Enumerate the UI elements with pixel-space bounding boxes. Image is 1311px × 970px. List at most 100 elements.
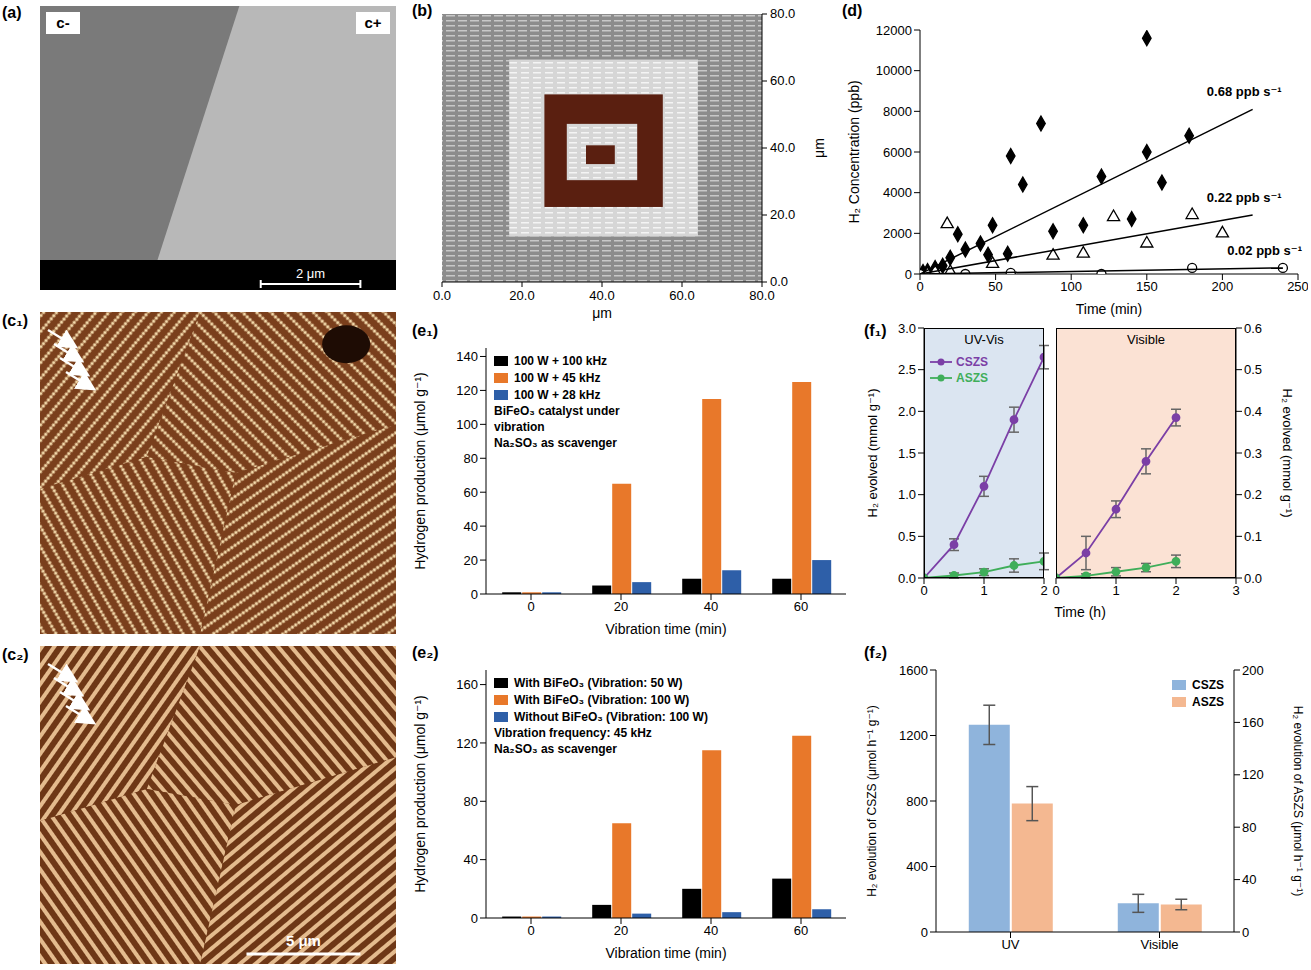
svg-text:250: 250 [1287,279,1308,294]
svg-text:Time (min): Time (min) [1076,301,1142,317]
svg-text:120: 120 [456,383,478,398]
svg-text:80.0: 80.0 [749,288,774,303]
svg-text:1.0: 1.0 [898,487,916,502]
svg-text:0.0: 0.0 [898,571,916,586]
svg-text:1: 1 [980,583,987,598]
svg-text:120: 120 [456,736,478,751]
svg-text:1600: 1600 [899,663,928,678]
svg-text:0.6: 0.6 [1244,321,1262,336]
svg-text:0.1: 0.1 [1244,529,1262,544]
svg-text:0: 0 [527,599,534,614]
svg-text:100: 100 [456,417,478,432]
svg-text:μm: μm [811,138,827,158]
svg-text:80: 80 [464,794,478,809]
svg-text:120: 120 [1242,767,1264,782]
svg-text:0.02 ppb s⁻¹: 0.02 ppb s⁻¹ [1227,243,1302,258]
svg-text:800: 800 [906,794,928,809]
svg-text:0: 0 [921,925,928,940]
svg-text:Visible: Visible [1140,937,1178,952]
svg-text:10000: 10000 [876,63,912,78]
svg-text:12000: 12000 [876,23,912,38]
svg-text:20: 20 [614,599,628,614]
svg-text:140: 140 [456,349,478,364]
svg-text:Hydrogen production (μmol g⁻¹): Hydrogen production (μmol g⁻¹) [412,372,428,570]
svg-text:0: 0 [527,923,534,938]
svg-text:1.5: 1.5 [898,446,916,461]
svg-text:Vibration time (min): Vibration time (min) [605,621,726,637]
svg-text:60.0: 60.0 [770,73,795,88]
svg-text:0.5: 0.5 [1244,362,1262,377]
svg-text:8000: 8000 [883,104,912,119]
svg-text:2.0: 2.0 [898,404,916,419]
svg-text:0: 0 [1052,583,1059,598]
svg-text:2000: 2000 [883,226,912,241]
svg-text:0.0: 0.0 [1244,571,1262,586]
svg-text:3: 3 [1232,583,1239,598]
svg-text:100: 100 [1060,279,1082,294]
svg-text:20: 20 [464,553,478,568]
svg-text:150: 150 [1136,279,1158,294]
svg-text:20.0: 20.0 [509,288,534,303]
svg-text:40: 40 [464,519,478,534]
svg-text:0.2: 0.2 [1244,487,1262,502]
html-text:(c₁): (c₁) [2,312,29,329]
svg-text:0.0: 0.0 [433,288,451,303]
svg-text:0.0: 0.0 [770,274,788,289]
svg-text:80: 80 [464,451,478,466]
svg-text:40.0: 40.0 [589,288,614,303]
svg-text:0: 0 [471,587,478,602]
svg-text:0.68 ppb s⁻¹: 0.68 ppb s⁻¹ [1207,84,1282,99]
svg-text:0: 0 [920,583,927,598]
html-text:BiFeO₃ catalyst under vibratio: BiFeO₃ catalyst under vibration [494,404,620,434]
svg-text:80.0: 80.0 [770,6,795,21]
svg-text:60: 60 [794,599,808,614]
svg-text:0: 0 [916,279,923,294]
svg-text:1: 1 [1112,583,1119,598]
svg-text:H₂ Concentration (ppb): H₂ Concentration (ppb) [846,80,862,223]
svg-text:3.0: 3.0 [898,321,916,336]
svg-text:5 μm: 5 μm [286,932,321,949]
svg-text:40: 40 [1242,872,1256,887]
svg-text:50: 50 [988,279,1002,294]
svg-text:μm: μm [592,305,612,321]
svg-text:2.5: 2.5 [898,362,916,377]
svg-text:H₂ evolved (mmol g⁻¹): H₂ evolved (mmol g⁻¹) [865,389,880,518]
svg-text:200: 200 [1212,279,1234,294]
svg-text:UV: UV [1001,937,1019,952]
svg-text:40: 40 [704,923,718,938]
svg-text:200: 200 [1242,663,1264,678]
svg-text:60.0: 60.0 [669,288,694,303]
svg-text:2 μm: 2 μm [296,266,325,281]
svg-text:4000: 4000 [883,185,912,200]
svg-text:1200: 1200 [899,728,928,743]
svg-text:20: 20 [614,923,628,938]
svg-text:80: 80 [1242,820,1256,835]
svg-text:Vibration time (min): Vibration time (min) [605,945,726,961]
svg-text:160: 160 [456,677,478,692]
svg-text:0: 0 [1242,925,1249,940]
svg-text:H₂ evolution of ASZS (μmol h⁻¹: H₂ evolution of ASZS (μmol h⁻¹ g⁻¹) [1291,706,1305,896]
svg-text:0.3: 0.3 [1244,446,1262,461]
svg-text:0.22 ppb s⁻¹: 0.22 ppb s⁻¹ [1207,190,1282,205]
svg-text:0.5: 0.5 [898,529,916,544]
svg-text:2: 2 [1172,583,1179,598]
html-text:(a): (a) [2,4,22,21]
svg-text:H₂ evolved (mmol g⁻¹): H₂ evolved (mmol g⁻¹) [1280,389,1295,518]
svg-text:c+: c+ [364,14,381,31]
svg-text:40: 40 [464,852,478,867]
svg-text:0: 0 [905,267,912,282]
svg-text:20.0: 20.0 [770,207,795,222]
svg-text:60: 60 [794,923,808,938]
svg-text:60: 60 [464,485,478,500]
svg-text:Hydrogen production (μmol g⁻¹): Hydrogen production (μmol g⁻¹) [412,695,428,893]
svg-text:40: 40 [704,599,718,614]
svg-text:H₂ evolution of CSZS (μmol h⁻¹: H₂ evolution of CSZS (μmol h⁻¹ g⁻¹) [865,705,879,897]
svg-text:40.0: 40.0 [770,140,795,155]
svg-text:c-: c- [56,14,69,31]
svg-text:6000: 6000 [883,145,912,160]
svg-text:0: 0 [471,911,478,926]
svg-text:0.4: 0.4 [1244,404,1262,419]
svg-text:400: 400 [906,859,928,874]
svg-text:2: 2 [1040,583,1047,598]
svg-text:160: 160 [1242,715,1264,730]
